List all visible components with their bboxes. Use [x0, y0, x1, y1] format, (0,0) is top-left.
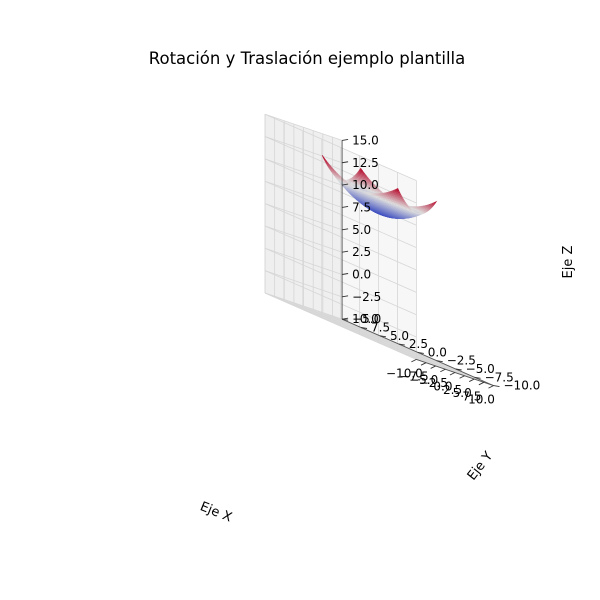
y-tick-label: 10.0 [352, 312, 379, 326]
grid-line-z-back [264, 292, 343, 320]
y-tick-label: 0.0 [428, 345, 447, 359]
y-tick-mark [436, 360, 443, 363]
grid-line-z-back [264, 247, 343, 275]
x-tick-mark [440, 368, 446, 373]
y-tick-mark [360, 327, 368, 329]
z-tick-label: 5.0 [352, 223, 371, 237]
y-axis-label: Eje Y [465, 449, 496, 483]
x-tick-mark [459, 375, 465, 379]
x-tick-label: 2.5 [443, 383, 462, 397]
x-tick-label: −10.0 [386, 366, 423, 380]
x-tick-mark [420, 362, 427, 366]
x-tick-label: 10.0 [468, 393, 495, 407]
x-tick-label: 7.5 [462, 389, 481, 403]
y-tick-label: −5.0 [466, 362, 495, 376]
grid-line-y-floor [302, 309, 381, 337]
grid-line-z-back [264, 136, 343, 164]
y-tick-label: 2.5 [409, 337, 428, 351]
z-tick-label: 15.0 [352, 133, 379, 147]
z-tick-label: 7.5 [352, 200, 371, 214]
y-tick-mark [455, 368, 462, 371]
grid-line-z-left [264, 225, 417, 293]
x-axis-label: Eje X [198, 499, 234, 525]
y-tick-label: −2.5 [447, 354, 476, 368]
grid-line-z-back [264, 180, 343, 208]
y-tick-mark [417, 351, 424, 354]
x-tick-label: 0.0 [433, 380, 452, 394]
y-tick-mark [398, 343, 405, 346]
grid-line-y-floor [359, 334, 437, 362]
z-tick-mark [342, 183, 349, 186]
grid-line-z-left [264, 270, 417, 338]
y-tick-label: 7.5 [371, 321, 390, 335]
x-tick-mark [449, 372, 456, 376]
x-tick-label: −5.0 [409, 373, 438, 387]
z-tick-label: −2.5 [352, 290, 381, 304]
x-tick-mark [488, 385, 494, 389]
x-tick-mark [469, 378, 475, 382]
grid-line-y-floor [283, 300, 362, 328]
grid-line-z-left [264, 247, 417, 316]
y-tick-mark [474, 376, 481, 379]
z-tick-label: 12.5 [352, 156, 379, 170]
z-tick-mark [342, 206, 349, 208]
grid-line-y-floor [378, 342, 456, 370]
z-tick-mark [342, 250, 349, 253]
z-tick-label: 0.0 [352, 268, 371, 282]
z-tick-mark [342, 273, 349, 275]
grid-line-z-left [264, 203, 417, 271]
z-tick-mark [342, 138, 349, 141]
grid-line-z-left [264, 180, 417, 249]
grid-line-z-back [264, 225, 343, 253]
y-tick-label: 5.0 [390, 329, 409, 343]
tick-labels: −10.0−7.5−5.0−2.50.02.55.07.510.0−10.0−7… [342, 133, 541, 407]
z-tick-mark [342, 317, 349, 320]
x-tick-label: −7.5 [399, 370, 428, 384]
grid-line-z-back [264, 158, 343, 186]
z-axis-label: Eje Z [561, 245, 576, 278]
grid-line-y-floor [397, 350, 475, 378]
x-tick-label: 5.0 [453, 386, 472, 400]
grid-line-z-left [264, 292, 417, 360]
surface [321, 155, 438, 219]
y-tick-mark [379, 335, 387, 338]
z-tick-label: 10.0 [352, 178, 379, 192]
z-tick-label: 2.5 [352, 245, 371, 259]
z-tick-label: −5.0 [352, 312, 381, 326]
z-tick-mark [342, 228, 349, 231]
x-tick-mark [430, 365, 436, 369]
z-tick-mark [342, 161, 349, 164]
y-tick-label: −10.0 [504, 379, 541, 393]
surface-patch [321, 155, 326, 161]
x-tick-mark [478, 381, 485, 386]
axis-panes [265, 114, 494, 386]
grid-line-z-left [264, 113, 417, 181]
grid-line-z-back [264, 203, 343, 231]
grid-line-y-floor [340, 325, 418, 353]
y-tick-label: −7.5 [485, 370, 514, 384]
z-tick-mark [342, 295, 349, 298]
grid-line-z-back [264, 113, 343, 141]
x-tick-mark [411, 358, 417, 363]
chart-title: Rotación y Traslación ejemplo plantilla [149, 49, 465, 68]
y-tick-mark [493, 385, 500, 388]
grid-line-z-back [264, 270, 343, 298]
x-tick-label: −2.5 [419, 376, 448, 390]
grid-line-y-floor [321, 317, 400, 345]
